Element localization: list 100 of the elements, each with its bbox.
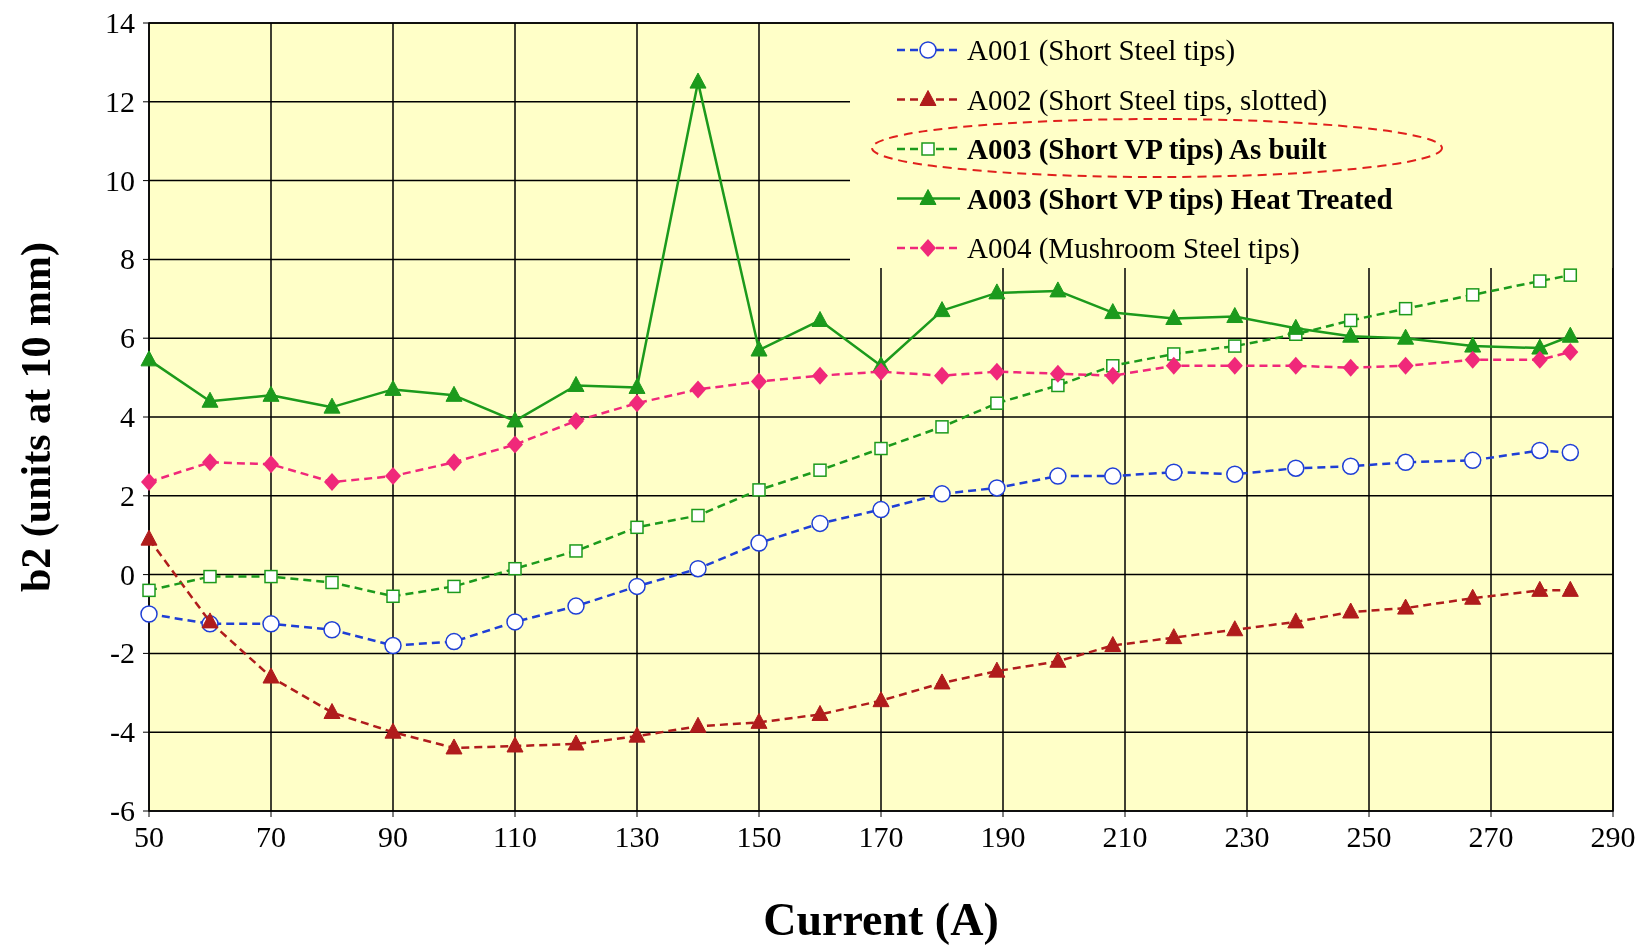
point bbox=[988, 283, 1006, 300]
point bbox=[872, 691, 890, 708]
point bbox=[1531, 350, 1548, 369]
y-tick-label: -4 bbox=[110, 715, 135, 749]
point bbox=[1051, 378, 1065, 393]
point bbox=[1226, 307, 1244, 324]
point bbox=[323, 703, 341, 719]
y-tick-label: 6 bbox=[120, 321, 135, 355]
point bbox=[508, 561, 522, 576]
point bbox=[1465, 288, 1480, 302]
point bbox=[140, 350, 158, 367]
point bbox=[263, 455, 279, 474]
y-tick-label: 14 bbox=[105, 6, 135, 39]
point bbox=[1561, 443, 1580, 462]
point bbox=[811, 514, 829, 533]
x-tick-label: 230 bbox=[1224, 820, 1270, 853]
point bbox=[751, 372, 767, 391]
x-tick-label: 250 bbox=[1346, 820, 1392, 853]
point bbox=[567, 597, 585, 615]
point bbox=[323, 397, 341, 414]
point bbox=[874, 441, 888, 456]
point bbox=[264, 569, 278, 584]
point bbox=[689, 716, 707, 733]
x-tick-label: 130 bbox=[614, 820, 660, 853]
point bbox=[1341, 457, 1360, 475]
point bbox=[1226, 465, 1244, 483]
x-axis-title: Current (A) bbox=[763, 894, 999, 945]
point bbox=[1165, 309, 1183, 325]
point bbox=[1531, 441, 1549, 460]
x-tick-label: 270 bbox=[1468, 820, 1514, 853]
x-tick-label: 70 bbox=[256, 820, 286, 853]
y-tick-label: -2 bbox=[110, 636, 135, 670]
point bbox=[1104, 366, 1121, 385]
point bbox=[1563, 268, 1578, 282]
point bbox=[1397, 598, 1415, 615]
point bbox=[1561, 580, 1579, 597]
point bbox=[935, 420, 949, 434]
point bbox=[1167, 347, 1181, 361]
point bbox=[988, 362, 1005, 381]
point bbox=[1464, 350, 1481, 369]
point bbox=[447, 579, 461, 594]
point bbox=[506, 736, 524, 753]
point bbox=[689, 559, 707, 578]
point bbox=[629, 394, 645, 413]
point bbox=[142, 583, 156, 598]
point bbox=[445, 385, 463, 402]
point bbox=[630, 520, 644, 535]
point bbox=[1531, 338, 1549, 355]
x-tick-label: 210 bbox=[1102, 820, 1148, 853]
point bbox=[1464, 588, 1482, 605]
point bbox=[1342, 602, 1360, 619]
point bbox=[812, 366, 828, 385]
point bbox=[1165, 463, 1183, 481]
point bbox=[201, 391, 219, 408]
point bbox=[1049, 281, 1067, 298]
point bbox=[262, 385, 280, 402]
x-tick-label: 90 bbox=[378, 820, 408, 853]
point bbox=[141, 473, 157, 492]
point bbox=[325, 575, 339, 590]
point bbox=[691, 508, 705, 523]
y-tick-label: 0 bbox=[120, 557, 135, 591]
point bbox=[384, 636, 402, 655]
point bbox=[933, 485, 951, 503]
point bbox=[1342, 358, 1359, 377]
point bbox=[262, 667, 280, 684]
point bbox=[628, 377, 646, 394]
point bbox=[324, 473, 340, 492]
point bbox=[689, 72, 707, 89]
point bbox=[750, 340, 768, 357]
point bbox=[568, 411, 584, 430]
y-tick-label: 8 bbox=[120, 242, 135, 276]
point bbox=[1287, 356, 1304, 375]
point bbox=[811, 310, 829, 327]
x-tick-label: 110 bbox=[493, 820, 537, 853]
point bbox=[752, 483, 766, 497]
y-axis-title: b2 (units at 10 mm) bbox=[13, 241, 60, 593]
point bbox=[690, 380, 706, 399]
point bbox=[934, 366, 950, 385]
point bbox=[384, 722, 402, 739]
point bbox=[1049, 651, 1067, 668]
point bbox=[1287, 459, 1305, 477]
x-tick-label: 50 bbox=[134, 820, 164, 853]
legend-label: A001 (Short Steel tips) bbox=[967, 34, 1236, 67]
point bbox=[1396, 453, 1415, 472]
point bbox=[873, 362, 889, 381]
point bbox=[203, 569, 217, 584]
point bbox=[507, 435, 523, 454]
legend-label: A003 (Short VP tips) Heat Treated bbox=[967, 182, 1393, 216]
point bbox=[1463, 451, 1482, 470]
point bbox=[323, 621, 341, 639]
point bbox=[990, 396, 1004, 410]
y-tick-label: 4 bbox=[120, 400, 135, 433]
legend-label: A003 (Short VP tips) As built bbox=[967, 133, 1327, 166]
point bbox=[1049, 364, 1066, 383]
legend-label: A002 (Short Steel tips, slotted) bbox=[967, 83, 1328, 117]
point bbox=[1561, 326, 1579, 343]
point bbox=[1226, 620, 1244, 637]
legend-label: A004 (Mushroom Steel tips) bbox=[967, 232, 1300, 265]
point bbox=[1104, 303, 1122, 320]
point bbox=[811, 704, 829, 721]
